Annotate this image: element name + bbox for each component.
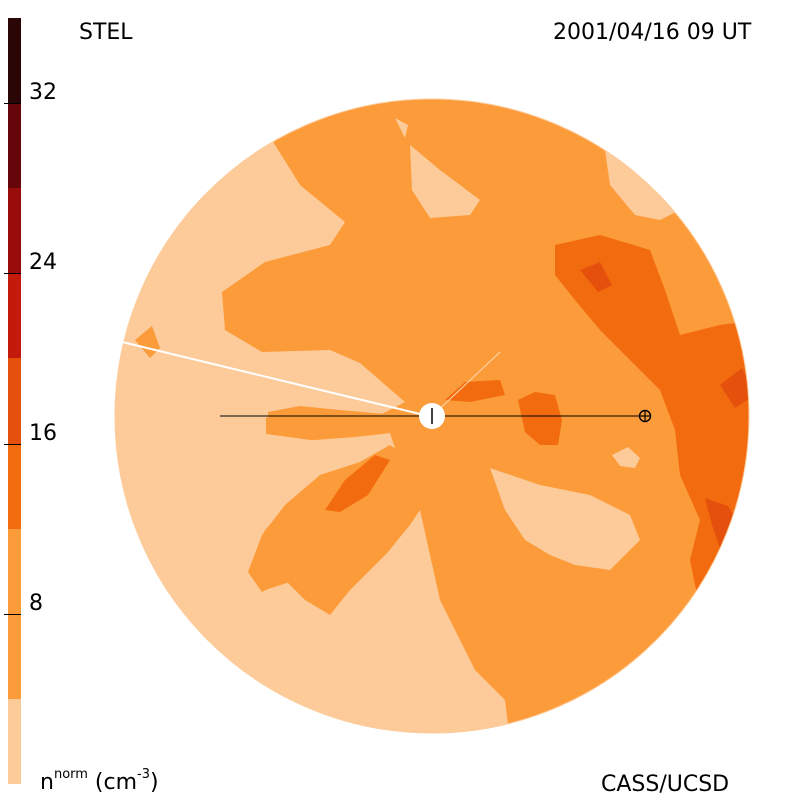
color-scale-segment xyxy=(8,103,21,189)
low-density-region-west xyxy=(115,100,510,733)
color-scale-tick xyxy=(4,443,21,445)
timestamp-label: 2001/04/16 09 UT xyxy=(553,20,752,45)
color-scale-tick-label: 32 xyxy=(29,80,57,106)
enhanced-density-near-sun xyxy=(445,380,505,402)
reference-ray xyxy=(431,351,501,417)
enhanced-density-southwest xyxy=(325,455,390,512)
color-scale-tick-label: 8 xyxy=(29,590,43,616)
high-density-spot-north xyxy=(580,262,612,292)
color-scale-tick xyxy=(4,103,21,105)
color-scale-tick-label: 16 xyxy=(29,420,57,446)
color-scale-segment xyxy=(8,188,21,274)
color-scale-tick-label: 24 xyxy=(29,250,57,276)
low-density-streak xyxy=(395,118,408,138)
quantity-unit-label: nnorm (cm-3) xyxy=(40,768,159,795)
quantity-base: n xyxy=(40,770,54,795)
color-scale-bar xyxy=(8,18,21,784)
instrument-label: STEL xyxy=(79,20,133,45)
unit-close: ) xyxy=(150,770,159,795)
color-scale-tick xyxy=(4,273,21,275)
unit-superscript: -3 xyxy=(137,767,151,782)
quantity-superscript: norm xyxy=(53,767,88,782)
mid-density-west-strip xyxy=(268,406,392,440)
color-scale-segment xyxy=(8,18,21,104)
color-scale-segment xyxy=(8,273,21,359)
enhanced-density-east xyxy=(555,235,749,610)
color-scale-tick xyxy=(4,613,21,615)
density-contours xyxy=(115,99,749,733)
color-scale-segment xyxy=(8,698,21,784)
mid-density-arm-southwest xyxy=(250,445,420,612)
low-density-region-north xyxy=(410,145,480,218)
color-scale-segment xyxy=(8,443,21,529)
color-scale-segment xyxy=(8,358,21,444)
enhanced-density-center xyxy=(518,392,562,445)
low-density-spot xyxy=(612,447,640,468)
line-of-sight xyxy=(121,341,421,415)
unit-open: (cm xyxy=(87,770,138,795)
disk-outline xyxy=(114,98,750,734)
credit-label: CASS/UCSD xyxy=(601,772,730,797)
low-density-region-south xyxy=(490,468,640,570)
